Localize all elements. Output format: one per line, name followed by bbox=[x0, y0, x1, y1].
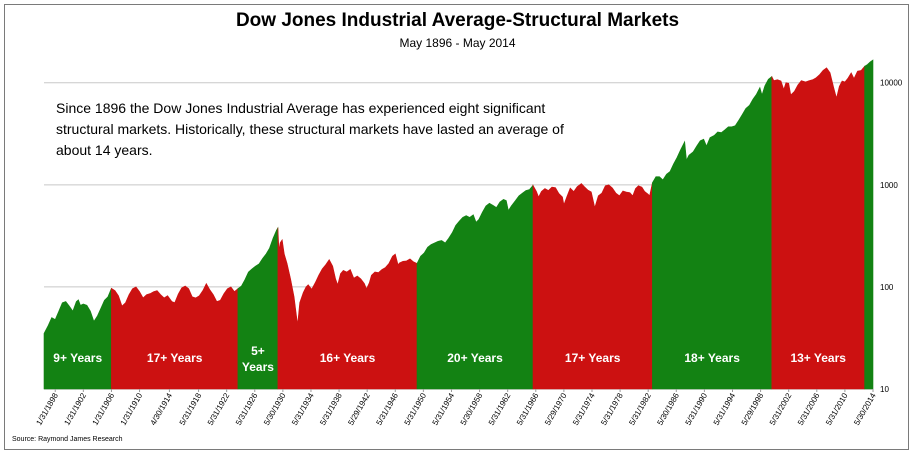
period-area-1 bbox=[43, 288, 112, 390]
x-tick-label: 5/30/1958 bbox=[459, 391, 485, 427]
x-tick-label: 5/31/1982 bbox=[627, 391, 653, 427]
source-note: Source: Raymond James Research bbox=[12, 436, 123, 443]
y-tick-label: 100 bbox=[880, 283, 894, 292]
x-tick-label: 5/31/1950 bbox=[403, 391, 429, 427]
x-tick-label: 5/31/1926 bbox=[234, 391, 260, 427]
period-label: 13+ Years bbox=[790, 351, 846, 365]
x-tick-label: 5/30/2014 bbox=[852, 391, 878, 427]
annotation-line-2: structural markets. Historically, these … bbox=[56, 121, 564, 137]
x-tick-label: 5/31/2002 bbox=[768, 391, 794, 427]
period-area-6 bbox=[532, 182, 653, 390]
chart-annotation: Since 1896 the Dow Jones Industrial Aver… bbox=[56, 98, 596, 161]
x-tick-label: 5/31/1934 bbox=[290, 391, 316, 427]
x-tick-label: 5/31/1974 bbox=[571, 391, 597, 427]
x-axis: 1/31/1898 1/31/1902 1/31/1906 1/31/1910 4/30… bbox=[34, 389, 878, 427]
x-tick-label: 5/29/1970 bbox=[543, 391, 569, 427]
x-tick-label: 1/31/1902 bbox=[62, 391, 88, 427]
period-label: 18+ Years bbox=[684, 351, 740, 365]
period-label: 16+ Years bbox=[320, 351, 376, 365]
x-tick-label: 5/31/1922 bbox=[206, 391, 232, 427]
x-tick-label: 5/31/1918 bbox=[178, 391, 204, 427]
period-label: 17+ Years bbox=[147, 351, 203, 365]
x-tick-label: 5/30/1930 bbox=[262, 391, 288, 427]
annotation-line-1: Since 1896 the Dow Jones Industrial Aver… bbox=[56, 100, 546, 116]
period-area-7 bbox=[652, 75, 773, 390]
x-tick-label: 5/31/1938 bbox=[318, 391, 344, 427]
period-label: 9+ Years bbox=[53, 351, 102, 365]
x-tick-label: 5/31/1978 bbox=[599, 391, 625, 427]
annotation-line-3: about 14 years. bbox=[56, 142, 153, 158]
chart-subtitle: May 1896 - May 2014 bbox=[399, 36, 516, 50]
x-tick-label: 5/30/1986 bbox=[655, 391, 681, 427]
period-area-4 bbox=[277, 227, 418, 390]
y-tick-label: 1000 bbox=[880, 181, 898, 190]
x-tick-label: 5/31/1994 bbox=[712, 391, 738, 427]
period-area-8 bbox=[771, 65, 865, 390]
x-tick-label: 5/31/2010 bbox=[824, 391, 850, 427]
x-tick-label: 1/31/1906 bbox=[91, 391, 117, 427]
x-tick-label: 5/31/1954 bbox=[431, 391, 457, 427]
period-label: 5+ Years bbox=[242, 344, 274, 374]
y-tick-label: 10 bbox=[880, 385, 889, 394]
y-tick-label: 10000 bbox=[880, 79, 903, 88]
period-label-part: 5+ bbox=[251, 344, 265, 358]
x-tick-label: 5/31/1990 bbox=[684, 391, 710, 427]
y-axis: 10 100 1000 10000 bbox=[880, 79, 903, 394]
period-label-part: Years bbox=[242, 360, 274, 374]
x-tick-label: 5/31/2006 bbox=[796, 391, 822, 427]
period-area-5 bbox=[416, 184, 534, 390]
period-area-9 bbox=[864, 59, 874, 390]
chart-title: Dow Jones Industrial Average-Structural … bbox=[235, 10, 680, 31]
chart-area-periods bbox=[43, 59, 874, 390]
period-area-3 bbox=[237, 226, 279, 390]
x-tick-label: 1/31/1898 bbox=[34, 391, 60, 427]
x-tick-label: 5/29/1998 bbox=[740, 391, 766, 427]
x-tick-label: 5/31/1946 bbox=[374, 391, 400, 427]
period-area-2 bbox=[111, 282, 239, 390]
period-label: 17+ Years bbox=[565, 351, 621, 365]
period-labels: 9+ Years 17+ Years 5+ Years 16+ Years 20+ Yea… bbox=[53, 344, 846, 374]
x-tick-label: 4/30/1914 bbox=[149, 391, 175, 427]
x-tick-label: 5/31/1962 bbox=[487, 391, 513, 427]
x-tick-label: 5/31/1966 bbox=[515, 391, 541, 427]
x-tick-label: 1/31/1910 bbox=[119, 391, 145, 427]
x-tick-label: 5/29/1942 bbox=[346, 391, 372, 427]
period-label: 20+ Years bbox=[447, 351, 503, 365]
